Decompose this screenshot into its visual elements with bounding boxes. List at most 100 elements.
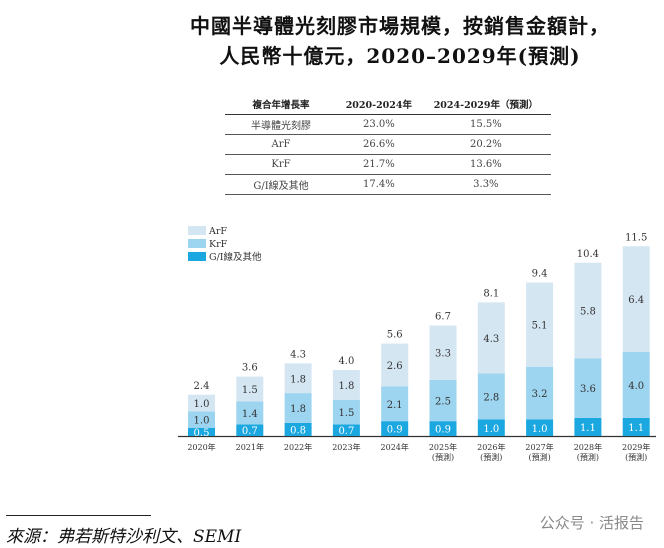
data-label: 0.8 xyxy=(290,425,306,436)
data-label: 1.4 xyxy=(242,409,258,420)
data-label: 0.7 xyxy=(338,426,354,437)
table-row: G/I線及其他 17.4% 3.3% xyxy=(225,174,551,195)
bar-segment-ArF xyxy=(332,370,360,400)
bar-segment-ArF xyxy=(236,376,264,402)
bar-segment-ArF xyxy=(622,246,650,352)
table-cell: 半導體光刻膠 xyxy=(225,114,337,135)
bar-segment-G/I線及其他 xyxy=(429,421,457,436)
data-label: 5.1 xyxy=(532,321,548,332)
chart-title-line1: 中國半導體光刻膠市場規模，按銷售金額計， xyxy=(190,14,610,38)
bar-segment-KrF xyxy=(526,366,554,420)
bar-segment-G/I線及其他 xyxy=(381,421,409,436)
chart-title-line2: 人民幣十億元，2020–2029年(預測) xyxy=(219,44,581,68)
watermark: 公众号 · 活报告 xyxy=(539,514,644,532)
table-row: 半導體光刻膠 23.0% 15.5% xyxy=(225,114,551,135)
data-label: 1.5 xyxy=(242,385,258,396)
data-label: 1.8 xyxy=(290,404,306,415)
bar-segment-ArF xyxy=(429,325,457,380)
bar-segment-KrF xyxy=(188,411,215,428)
legend-label: G/I線及其他 xyxy=(209,251,262,263)
bar-segment-ArF xyxy=(477,302,505,374)
total-label: 6.7 xyxy=(435,311,451,322)
table-cell: 26.6% xyxy=(337,134,421,155)
table-cell: ArF xyxy=(225,134,337,155)
bar-segment-G/I線及其他 xyxy=(574,417,602,436)
bar-segment-KrF xyxy=(477,373,505,420)
x-tick-label: 2029年 xyxy=(622,442,650,452)
x-tick-sublabel: (預測) xyxy=(577,452,599,462)
x-tick-label: 2022年 xyxy=(284,442,312,452)
bar-segment-KrF xyxy=(622,351,650,418)
bar-segment-G/I線及其他 xyxy=(188,427,215,436)
total-label: 11.5 xyxy=(625,232,647,243)
bar-segment-KrF xyxy=(574,358,602,418)
bar-segment-ArF xyxy=(188,394,215,412)
data-label: 0.5 xyxy=(194,428,210,439)
data-label: 3.3 xyxy=(435,349,451,360)
bar-segment-KrF xyxy=(236,401,264,425)
data-label: 4.0 xyxy=(628,381,644,392)
bar-segment-G/I線及其他 xyxy=(332,424,360,436)
total-label: 4.0 xyxy=(338,356,354,367)
x-tick-label: 2023年 xyxy=(332,442,360,452)
data-label: 2.8 xyxy=(483,392,499,403)
data-label: 6.4 xyxy=(628,295,644,306)
total-label: 2.4 xyxy=(194,381,210,392)
table-cell: 13.6% xyxy=(420,154,551,175)
table-cell: 23.0% xyxy=(337,114,421,135)
table-header: 2024-2029年（預測） xyxy=(420,94,551,115)
legend-label: KrF xyxy=(209,239,228,250)
source-divider xyxy=(6,515,151,516)
bar-segment-ArF xyxy=(574,262,602,359)
total-label: 3.6 xyxy=(242,363,258,374)
data-label: 0.9 xyxy=(435,425,451,436)
data-label: 1.8 xyxy=(338,381,354,392)
table-header: 複合年增長率 xyxy=(225,94,337,115)
data-label: 2.5 xyxy=(435,397,451,408)
x-tick-label: 2026年 xyxy=(477,442,505,452)
source-note: 來源：弗若斯特沙利文、SEMI xyxy=(6,527,242,547)
data-label: 1.8 xyxy=(290,374,306,385)
legend-swatch xyxy=(188,239,206,248)
x-tick-label: 2020年 xyxy=(187,442,215,452)
legend-swatch xyxy=(188,226,206,235)
x-tick-label: 2021年 xyxy=(236,442,264,452)
x-tick-sublabel: (預測) xyxy=(480,452,502,462)
data-label: 5.8 xyxy=(580,307,596,318)
data-label: 1.1 xyxy=(628,423,644,434)
data-label: 0.9 xyxy=(387,425,403,436)
table-cell: 20.2% xyxy=(420,134,551,155)
total-label: 10.4 xyxy=(577,249,599,260)
bar-segment-ArF xyxy=(381,343,409,387)
x-tick-label: 2025年 xyxy=(429,442,457,452)
bar-segment-G/I線及其他 xyxy=(284,422,312,436)
x-tick-sublabel: (預測) xyxy=(528,452,550,462)
table-cell: 3.3% xyxy=(420,174,551,195)
bar-segment-G/I線及其他 xyxy=(526,419,554,436)
bar-segment-ArF xyxy=(284,363,312,394)
data-label: 4.3 xyxy=(483,334,499,345)
table-header-row: 複合年增長率 2020-2024年 2024-2029年（預測） xyxy=(225,94,551,115)
table-cell: 17.4% xyxy=(337,174,421,195)
table-cell: 21.7% xyxy=(337,154,421,175)
data-label: 1.0 xyxy=(483,424,499,435)
x-tick-label: 2024年 xyxy=(381,442,409,452)
legend-label: ArF xyxy=(208,226,227,237)
table-row: KrF 21.7% 13.6% xyxy=(225,154,551,175)
bar-segment-G/I線及其他 xyxy=(236,424,264,436)
table-header: 2020-2024年 xyxy=(337,94,421,115)
data-label: 1.0 xyxy=(194,399,210,410)
table-cell: KrF xyxy=(225,154,337,175)
bar-segment-G/I線及其他 xyxy=(622,417,650,436)
total-label: 8.1 xyxy=(483,288,499,299)
table-cell: G/I線及其他 xyxy=(225,174,337,195)
cagr-table: 複合年增長率 2020-2024年 2024-2029年（預測） 半導體光刻膠 2… xyxy=(225,94,551,195)
x-tick-sublabel: (預測) xyxy=(625,452,647,462)
bar-segment-KrF xyxy=(381,386,409,422)
bar-segment-KrF xyxy=(429,379,457,422)
data-label: 1.1 xyxy=(580,423,596,434)
total-label: 4.3 xyxy=(290,349,306,360)
data-label: 1.5 xyxy=(338,408,354,419)
